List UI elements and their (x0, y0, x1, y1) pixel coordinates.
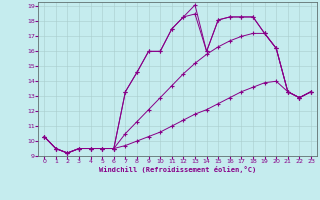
X-axis label: Windchill (Refroidissement éolien,°C): Windchill (Refroidissement éolien,°C) (99, 166, 256, 173)
